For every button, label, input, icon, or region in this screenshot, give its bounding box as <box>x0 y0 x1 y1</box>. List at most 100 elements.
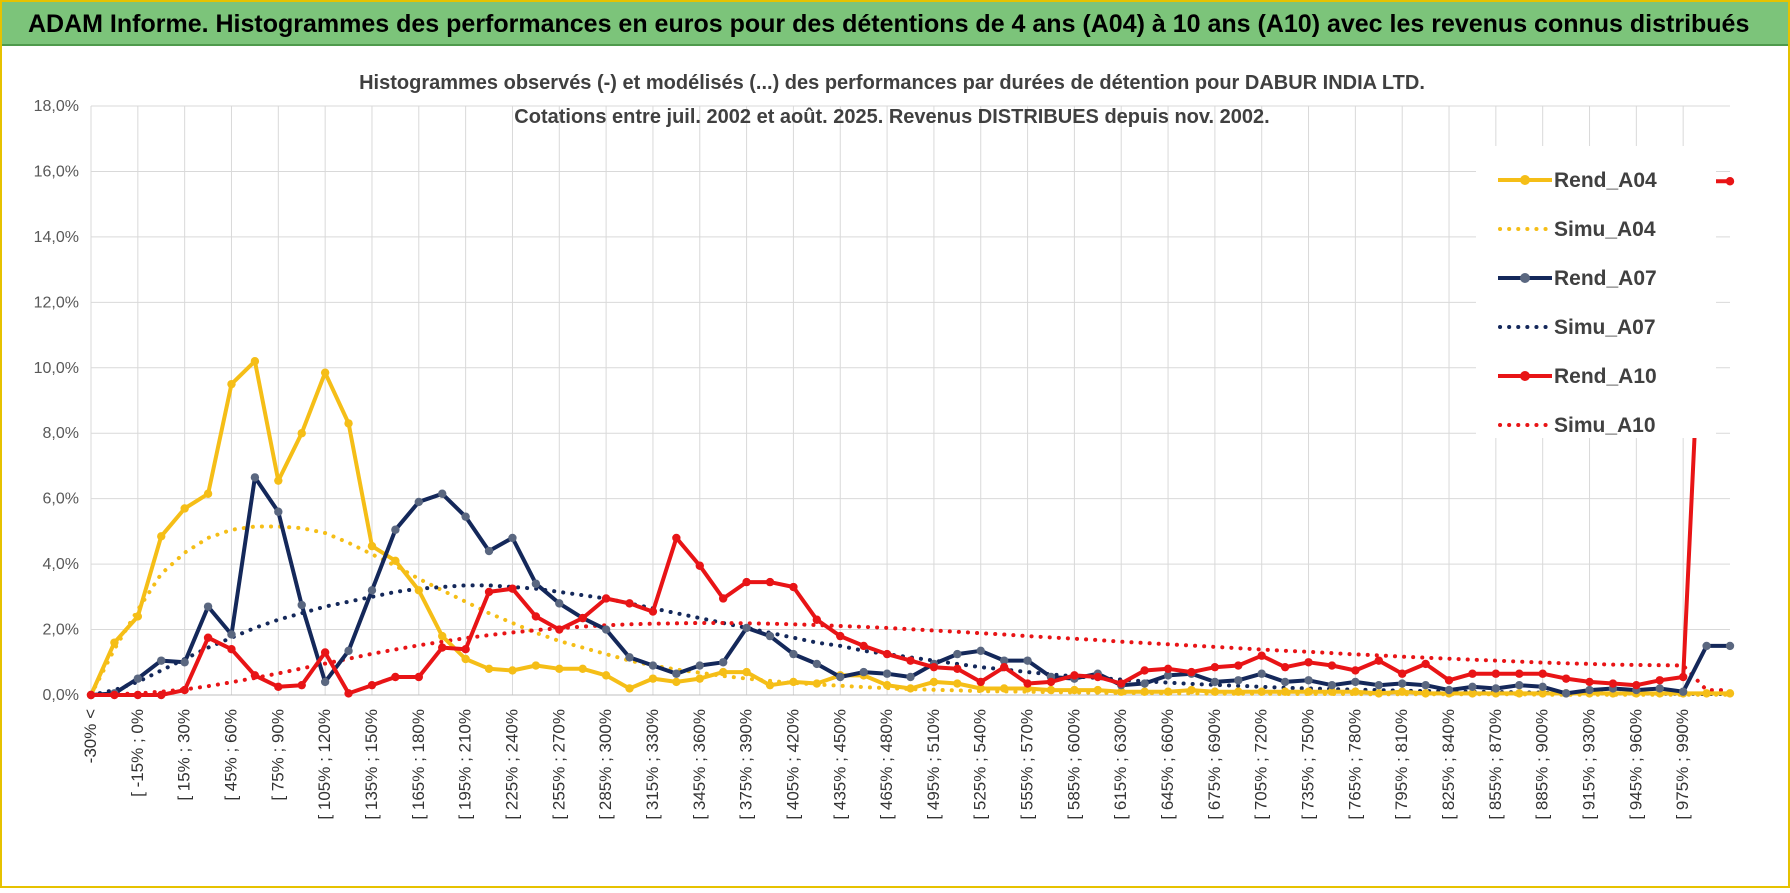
legend-label: Simu_A07 <box>1554 316 1656 339</box>
data-point <box>1093 672 1103 682</box>
chart-title: Histogrammes observés (-) et modélisés (… <box>359 72 1425 94</box>
x-tick-label: [ 645% ; 660% <box>1158 709 1177 820</box>
data-point <box>1351 666 1360 675</box>
data-point <box>1257 651 1266 660</box>
x-tick-label: [ 375% ; 390% <box>737 709 756 820</box>
data-point <box>1421 680 1430 690</box>
data-point <box>1398 679 1407 688</box>
data-point <box>1023 679 1032 688</box>
data-point <box>1725 641 1735 651</box>
x-tick-label: [ 195% ; 210% <box>456 709 475 820</box>
data-point <box>274 476 283 485</box>
data-point <box>1491 684 1501 693</box>
data-point <box>1374 680 1383 690</box>
data-point <box>1515 669 1524 678</box>
data-point <box>438 489 447 498</box>
data-point <box>1234 687 1243 696</box>
data-point <box>438 631 447 641</box>
data-point <box>1632 680 1641 690</box>
data-point <box>555 625 564 634</box>
data-point <box>1163 687 1173 696</box>
chart-area: Histogrammes observés (-) et modélisés (… <box>2 48 1788 888</box>
data-point <box>999 662 1009 672</box>
data-point <box>414 586 423 595</box>
legend-item-Rend_A04: Rend_A04 <box>1498 169 1657 192</box>
data-point <box>718 667 728 677</box>
data-point <box>133 674 143 683</box>
data-point <box>274 507 283 516</box>
data-point <box>648 674 658 683</box>
data-point <box>601 625 611 634</box>
data-point <box>110 690 119 700</box>
series-layer <box>86 177 1735 700</box>
data-point <box>742 667 751 677</box>
x-tick-label: [ 975% ; 990% <box>1673 709 1692 820</box>
histogram-chart: Histogrammes observés (-) et modélisés (… <box>34 72 1735 820</box>
data-point <box>1444 685 1454 695</box>
data-point <box>742 623 751 633</box>
data-point <box>531 661 541 670</box>
data-point <box>812 679 822 688</box>
data-point <box>1046 677 1056 687</box>
x-tick-label: [ 825% ; 840% <box>1439 709 1458 820</box>
x-tick-label: [ 435% ; 450% <box>830 709 849 820</box>
data-point <box>1538 689 1547 698</box>
data-point <box>765 631 775 641</box>
data-point <box>1561 689 1571 698</box>
data-point <box>578 664 587 674</box>
data-point <box>461 654 470 664</box>
data-point <box>976 646 985 656</box>
data-point <box>157 532 166 541</box>
data-point <box>695 661 704 670</box>
data-point <box>1210 677 1220 687</box>
chart-gridlines <box>90 105 1730 696</box>
series-Rend_A10 <box>86 177 1735 700</box>
data-point <box>344 419 353 428</box>
data-point <box>1304 676 1313 685</box>
series-Rend_A07 <box>86 473 1735 700</box>
data-point <box>906 672 915 682</box>
data-point <box>414 672 423 682</box>
x-tick-label: -30% < <box>81 709 100 763</box>
data-point <box>203 489 213 498</box>
y-axis: 0,0% 2,0% 4,0% 6,0% 8,0% 10,0% 12,0% 14,0% 16,0%… <box>34 98 79 704</box>
legend-label: Rend_A10 <box>1554 365 1657 388</box>
y-tick-label: 12,0% <box>34 294 79 311</box>
data-point <box>1398 687 1407 696</box>
data-point <box>1538 669 1547 678</box>
legend-marker <box>1520 273 1530 283</box>
data-point <box>274 682 283 692</box>
data-point <box>250 357 260 366</box>
data-point <box>1304 658 1313 667</box>
data-point <box>1093 685 1103 695</box>
data-point <box>1655 684 1664 693</box>
legend-item-Rend_A10: Rend_A10 <box>1498 365 1657 388</box>
data-point <box>1280 677 1290 687</box>
data-point <box>1070 685 1079 695</box>
data-point <box>1702 689 1711 698</box>
data-point <box>461 644 470 654</box>
data-point <box>1187 685 1196 695</box>
data-point <box>1327 680 1337 690</box>
data-point <box>1046 685 1056 695</box>
data-point <box>789 677 798 687</box>
data-point <box>742 577 751 587</box>
data-point <box>1304 687 1313 696</box>
data-point <box>1163 664 1173 674</box>
data-point <box>625 653 634 662</box>
y-tick-label: 18,0% <box>34 98 79 115</box>
data-point <box>1585 677 1594 687</box>
legend-label: Simu_A04 <box>1554 218 1656 241</box>
data-point <box>555 599 564 608</box>
data-point <box>414 497 423 507</box>
x-tick-label: [ 915% ; 930% <box>1580 709 1599 820</box>
y-tick-label: 16,0% <box>34 163 79 180</box>
data-point <box>765 577 775 587</box>
data-point <box>391 672 400 682</box>
data-point <box>836 672 845 682</box>
y-tick-label: 6,0% <box>43 491 79 508</box>
data-point <box>391 556 400 566</box>
data-point <box>1468 669 1477 678</box>
data-point <box>929 677 939 687</box>
data-point <box>1210 662 1220 672</box>
